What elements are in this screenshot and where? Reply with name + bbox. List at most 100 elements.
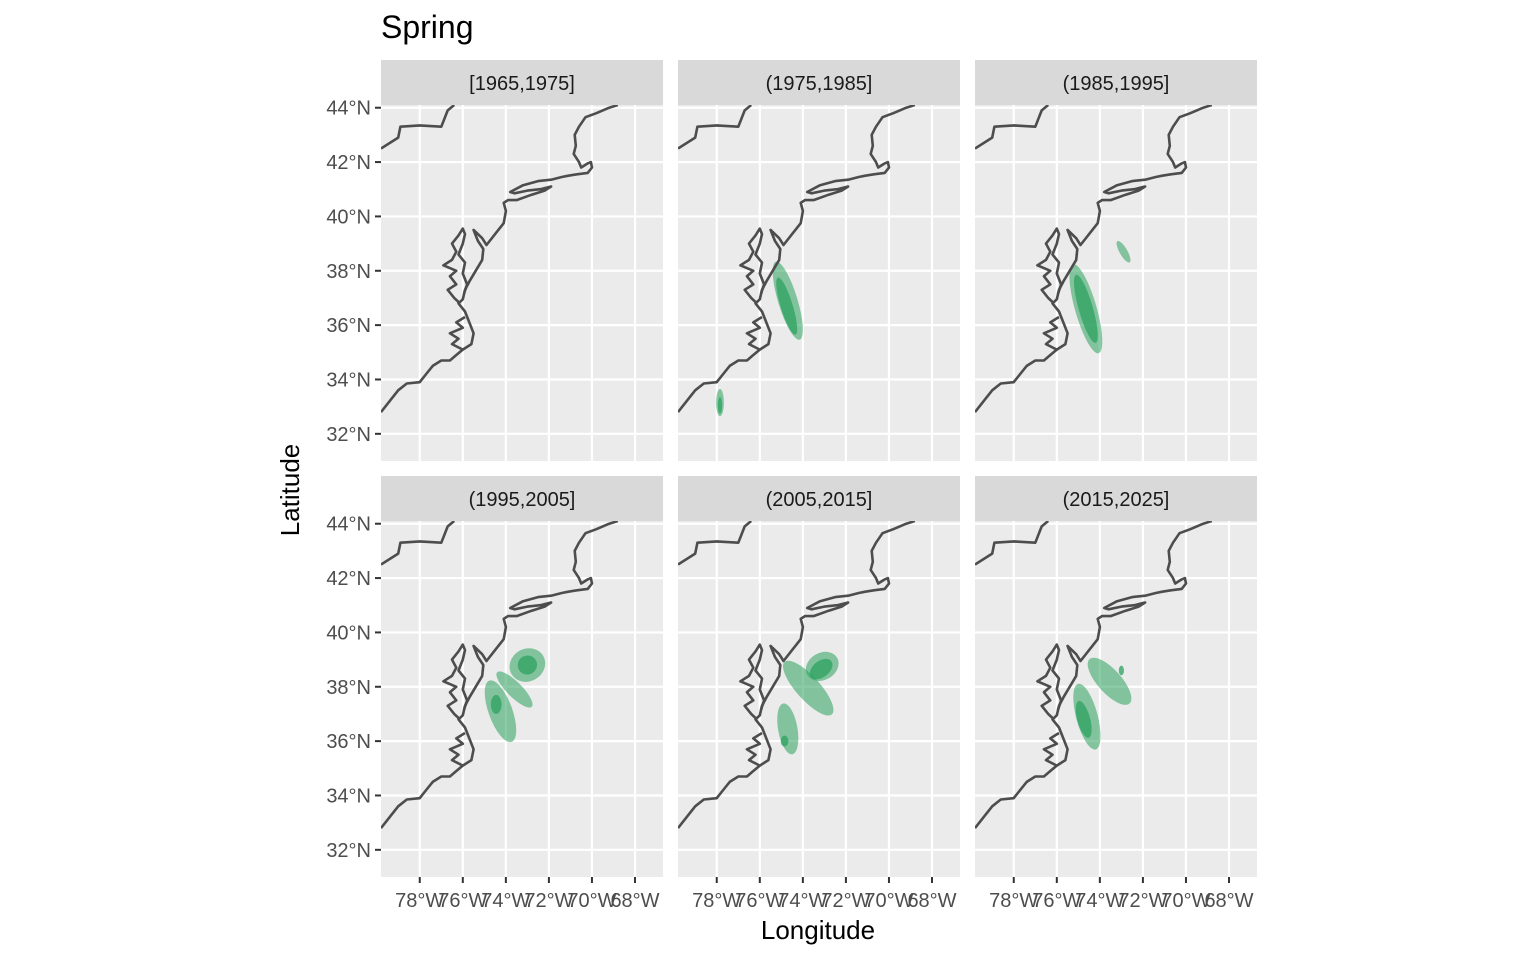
density-contour-level-1 xyxy=(484,680,517,743)
lat-tick-label: 40°N xyxy=(326,622,371,644)
coastline-segment xyxy=(442,227,469,303)
coastline xyxy=(381,105,619,413)
coastline-segment xyxy=(739,643,766,719)
coastline-segment xyxy=(1036,227,1063,303)
lon-tick-label: 72°W xyxy=(821,890,870,912)
density-contour-level-2 xyxy=(1075,700,1092,738)
density-contour-level-1 xyxy=(783,660,834,716)
lat-tick-label: 42°N xyxy=(326,152,371,174)
coastline-segment xyxy=(381,105,619,413)
panel-strip xyxy=(975,60,1257,105)
lon-tick-label: 78°W xyxy=(692,890,741,912)
density-contour-level-2 xyxy=(717,397,723,414)
panel-strip xyxy=(678,60,960,105)
coastline-segment xyxy=(1042,731,1060,767)
coastline-segment xyxy=(448,731,466,767)
coastline xyxy=(975,105,1213,413)
lat-tick-label: 36°N xyxy=(326,315,371,337)
lon-tick-label: 76°W xyxy=(438,890,487,912)
x-axis-title: Longitude xyxy=(761,915,875,945)
coastline-segment xyxy=(678,105,916,413)
coastline xyxy=(678,521,916,829)
density-contour-level-1 xyxy=(1087,657,1132,705)
lon-tick-label: 72°W xyxy=(524,890,573,912)
map-panel: (1985,1995] xyxy=(975,60,1257,461)
coastline-segment xyxy=(678,521,753,566)
lon-tick-label: 68°W xyxy=(1204,890,1253,912)
coastline-segment xyxy=(381,521,619,829)
gridlines xyxy=(381,105,663,461)
coastline xyxy=(678,105,916,413)
map-panel: (2015,2025] 78°W76°W74°W72°W70°W68°W xyxy=(975,476,1257,912)
coastline-segment xyxy=(678,105,753,150)
lat-tick-label: 36°N xyxy=(326,731,371,753)
coastline-segment xyxy=(975,105,1213,413)
lon-tick-label: 78°W xyxy=(395,890,444,912)
panel-background xyxy=(678,105,960,461)
coastline-segment xyxy=(975,105,1050,150)
coastline-segment xyxy=(745,731,763,767)
lon-tick-label: 74°W xyxy=(481,890,530,912)
panel-strip-label: [1965,1975] xyxy=(469,73,575,95)
coastline-segment xyxy=(1042,315,1060,351)
density-contour-level-2 xyxy=(776,277,798,335)
lat-tick-label: 42°N xyxy=(326,568,371,590)
density-contour-level-1 xyxy=(1116,240,1131,263)
panel-strip xyxy=(381,476,663,521)
density-contour-level-1 xyxy=(496,671,533,708)
coastline-segment xyxy=(381,105,456,150)
lon-tick-label: 76°W xyxy=(1032,890,1081,912)
lon-tick-label: 76°W xyxy=(735,890,784,912)
panel-strip xyxy=(975,476,1257,521)
panel-grid: [1965,1975]32°N34°N36°N38°N40°N42°N44°N(… xyxy=(326,60,1257,912)
density-contour-level-2 xyxy=(517,655,538,675)
density-contours xyxy=(1069,240,1131,354)
panel-background xyxy=(975,105,1257,461)
coastline-segment xyxy=(745,315,763,351)
lat-tick-label: 32°N xyxy=(326,424,371,446)
panel-strip-label: (1975,1985] xyxy=(766,73,873,95)
lon-tick-label: 70°W xyxy=(864,890,913,912)
panel-background xyxy=(381,105,663,461)
lat-tick-label: 34°N xyxy=(326,785,371,807)
density-contour-level-2 xyxy=(1118,665,1124,676)
lon-tick-label: 72°W xyxy=(1118,890,1167,912)
panel-strip-label: (2015,2025] xyxy=(1063,489,1170,511)
lon-tick-label: 70°W xyxy=(1161,890,1210,912)
gridlines xyxy=(975,521,1257,877)
lon-tick-label: 70°W xyxy=(567,890,616,912)
map-panel: [1965,1975] 32°N 34°N 36°N 38°N 40°N 42°N 44°N xyxy=(326,60,663,461)
panel-strip xyxy=(381,60,663,105)
coastline xyxy=(975,521,1213,829)
density-contours xyxy=(716,261,803,417)
plot-title: Spring xyxy=(381,9,474,45)
coastline-segment xyxy=(1036,643,1063,719)
coastline-segment xyxy=(975,521,1050,566)
coastline-segment xyxy=(442,643,469,719)
lat-tick-label: 32°N xyxy=(326,840,371,862)
y-axis-title: Latitude xyxy=(275,444,305,537)
coastline-segment xyxy=(739,227,766,303)
lon-tick-label: 74°W xyxy=(1075,890,1124,912)
coastline-segment xyxy=(975,521,1213,829)
coastline-segment xyxy=(381,521,456,566)
map-panel: (1995,2005] 32°N 34°N 36°N 38°N 40°N 42°N 44°N 7… xyxy=(326,476,663,912)
coastline-segment xyxy=(678,521,916,829)
lat-tick-label: 44°N xyxy=(326,514,371,536)
density-contour-level-2 xyxy=(1073,274,1098,343)
gridlines xyxy=(975,105,1257,461)
lat-tick-label: 38°N xyxy=(326,261,371,283)
density-contours xyxy=(777,651,839,755)
coastline xyxy=(381,521,619,829)
density-contours xyxy=(484,648,546,743)
lat-tick-label: 34°N xyxy=(326,369,371,391)
lon-tick-label: 78°W xyxy=(989,890,1038,912)
panel-strip xyxy=(678,476,960,521)
map-panel: (1975,1985] xyxy=(678,60,960,461)
lat-tick-label: 38°N xyxy=(326,677,371,699)
coastline-segment xyxy=(448,315,466,351)
lat-tick-label: 44°N xyxy=(326,98,371,120)
lon-tick-label: 74°W xyxy=(778,890,827,912)
panel-strip-label: (1995,2005] xyxy=(469,489,576,511)
